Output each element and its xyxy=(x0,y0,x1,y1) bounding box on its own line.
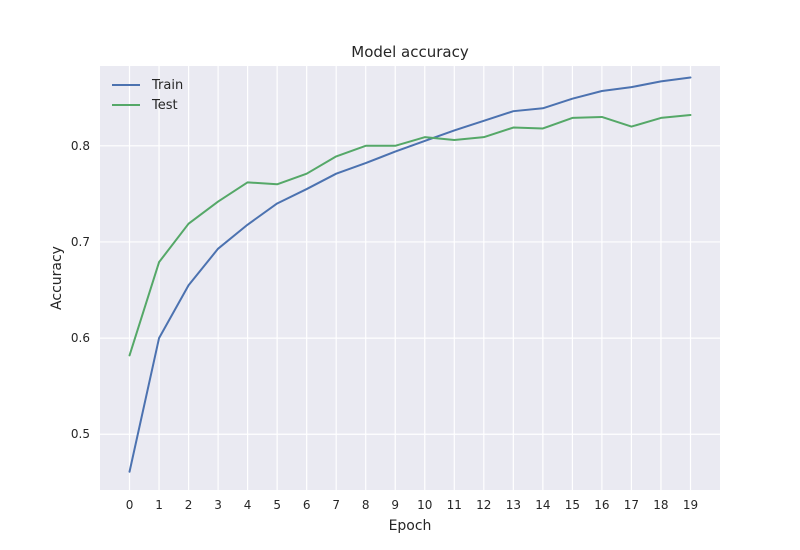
y-tick-label: 0.5 xyxy=(71,427,90,441)
x-tick-label: 5 xyxy=(273,498,281,512)
y-axis-ticks: 0.5 0.6 0.7 0.8 xyxy=(71,139,90,441)
x-tick-label: 6 xyxy=(303,498,311,512)
legend-label: Train xyxy=(151,78,183,93)
x-tick-label: 10 xyxy=(417,498,432,512)
y-tick-label: 0.8 xyxy=(71,139,90,153)
x-tick-label: 7 xyxy=(332,498,340,512)
x-axis-label: Epoch xyxy=(389,518,432,534)
series-layer xyxy=(128,76,692,473)
x-tick-label: 14 xyxy=(535,498,550,512)
x-tick-label: 3 xyxy=(214,498,222,512)
legend-label: Test xyxy=(151,98,178,113)
x-tick-label: 1 xyxy=(155,498,163,512)
y-tick-label: 0.7 xyxy=(71,235,90,249)
chart-title: Model accuracy xyxy=(351,43,469,61)
plot-area xyxy=(100,66,720,490)
x-tick-label: 17 xyxy=(624,498,639,512)
legend-item-train: Train xyxy=(112,78,183,93)
x-tick-label: 4 xyxy=(244,498,252,512)
y-tick-label: 0.6 xyxy=(71,331,90,345)
x-tick-label: 2 xyxy=(185,498,193,512)
x-tick-label: 11 xyxy=(447,498,462,512)
x-tick-label: 12 xyxy=(476,498,491,512)
legend-item-test: Test xyxy=(112,98,178,113)
x-tick-label: 8 xyxy=(362,498,370,512)
series-line-train xyxy=(128,76,692,473)
x-tick-label: 18 xyxy=(653,498,668,512)
y-axis-label: Accuracy xyxy=(49,246,65,310)
x-tick-label: 16 xyxy=(594,498,609,512)
x-tick-label: 0 xyxy=(126,498,134,512)
x-tick-label: 13 xyxy=(506,498,521,512)
x-axis-ticks: 0 1 2 3 4 5 6 7 8 9 10 11 12 13 14 15 16 17 18 19 xyxy=(126,498,698,512)
legend: Train Test xyxy=(112,78,183,113)
x-tick-label: 15 xyxy=(565,498,580,512)
x-tick-label: 9 xyxy=(391,498,399,512)
series-line-test xyxy=(128,114,692,357)
x-tick-label: 19 xyxy=(683,498,698,512)
